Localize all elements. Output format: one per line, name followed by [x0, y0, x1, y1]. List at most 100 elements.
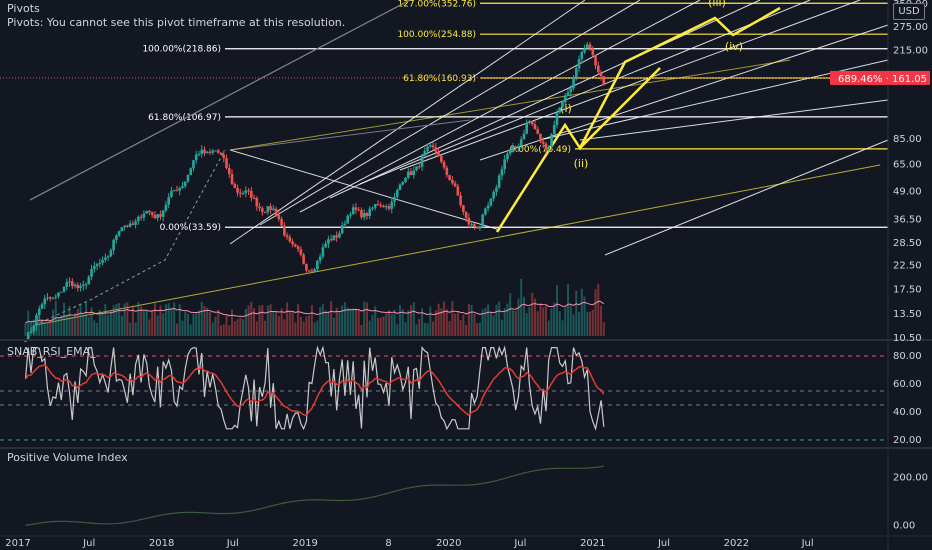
volume-bar	[597, 283, 600, 336]
time-axis-tick-label: 2017	[5, 538, 30, 549]
candle-body	[48, 297, 52, 299]
pvi-pane	[25, 465, 604, 526]
volume-bar	[591, 309, 594, 336]
channel-line	[229, 0, 586, 245]
volume-bar	[275, 312, 278, 336]
volume-bar	[115, 304, 118, 336]
volume-bar	[308, 315, 311, 336]
volume-bar	[286, 302, 289, 336]
volume-bar	[137, 302, 140, 336]
volume-bar	[550, 308, 553, 336]
candle-body	[123, 225, 126, 228]
candle-body	[305, 263, 308, 271]
candle-body	[486, 205, 490, 209]
volume-bar	[459, 320, 462, 336]
volume-bar	[151, 310, 154, 336]
candle-body	[167, 196, 170, 205]
volume-bar	[487, 304, 490, 336]
wave-label: (ii)	[574, 157, 589, 170]
volume-bar	[167, 303, 170, 336]
channel-line	[29, 0, 411, 201]
candle-body	[492, 191, 495, 199]
rsi-legend-title[interactable]: SNAB_RSI_EMA_	[7, 345, 96, 358]
volume-bar	[27, 310, 30, 336]
candle-body	[274, 208, 278, 215]
candle-body	[222, 154, 226, 159]
volume-bar	[43, 321, 46, 336]
candle-body	[569, 88, 573, 93]
volume-bar	[379, 317, 382, 336]
candle-body	[263, 211, 267, 213]
volume-bar	[440, 308, 443, 336]
volume-bar	[181, 320, 184, 336]
volume-bar	[206, 307, 209, 336]
volume-bar	[371, 314, 374, 336]
trend-line	[229, 59, 791, 151]
candle-body	[387, 206, 391, 209]
time-axis-tick-label: 2022	[724, 538, 749, 549]
candle-body	[558, 107, 562, 113]
candle-body	[343, 223, 347, 226]
candle-body	[351, 207, 355, 215]
candle-body	[175, 190, 179, 192]
candle-body	[335, 235, 338, 238]
volume-bar	[410, 305, 413, 336]
candle-body	[134, 221, 137, 225]
volume-bar	[148, 319, 151, 336]
channel-line	[399, 0, 861, 171]
time-axis-tick-label: Jul	[226, 538, 239, 549]
candle-body	[495, 187, 498, 192]
volume-bar	[357, 310, 360, 336]
candle-body	[478, 226, 482, 229]
candle-body	[599, 72, 603, 77]
volume-bar	[363, 301, 366, 336]
candle-body	[442, 161, 446, 168]
volume-bar	[542, 307, 545, 336]
candle-body	[393, 196, 396, 202]
channel-line	[229, 119, 471, 151]
last-price-badge-text: 689.46% · 161.05	[838, 74, 927, 85]
volume-bar	[327, 311, 330, 336]
volume-bar	[233, 321, 236, 336]
channel-line	[299, 0, 701, 213]
candle-body	[484, 208, 487, 215]
candle-body	[137, 216, 140, 222]
candle-body	[280, 219, 283, 226]
time-axis-tick-label: 2020	[436, 538, 461, 549]
volume-bar	[423, 322, 426, 336]
volume-bar	[547, 320, 550, 336]
candle-body	[539, 133, 542, 142]
volume-bar	[374, 306, 377, 336]
candle-body	[429, 145, 432, 147]
volume-bar	[57, 317, 60, 336]
volume-bar	[600, 305, 603, 336]
pivots-legend-title[interactable]: Pivots	[7, 2, 40, 15]
volume-bar	[462, 314, 465, 336]
volume-bar	[129, 322, 132, 336]
candle-body	[159, 214, 162, 217]
candle-body	[597, 65, 600, 73]
currency-button[interactable]: USD	[893, 3, 925, 20]
candle-body	[514, 146, 517, 148]
volume-bar	[71, 316, 74, 336]
volume-bar	[553, 302, 556, 336]
pvi-axis-tick-label: 0.00	[893, 520, 915, 531]
candle-body	[583, 48, 586, 53]
pvi-legend-title[interactable]: Positive Volume Index	[7, 451, 128, 464]
volume-bar	[90, 307, 93, 336]
candle-body	[131, 223, 135, 225]
candle-body	[360, 210, 363, 218]
candle-body	[299, 249, 303, 255]
candle-body	[451, 179, 454, 184]
volume-bar	[192, 314, 195, 336]
candle-body	[448, 175, 451, 180]
candle-body	[577, 59, 581, 69]
candle-body	[205, 151, 209, 154]
volume-bar	[244, 308, 247, 336]
volume-bar	[354, 308, 357, 336]
volume-bar	[583, 296, 586, 336]
candle-body	[296, 246, 300, 250]
volume-bar	[319, 307, 322, 336]
candle-body	[313, 269, 316, 272]
